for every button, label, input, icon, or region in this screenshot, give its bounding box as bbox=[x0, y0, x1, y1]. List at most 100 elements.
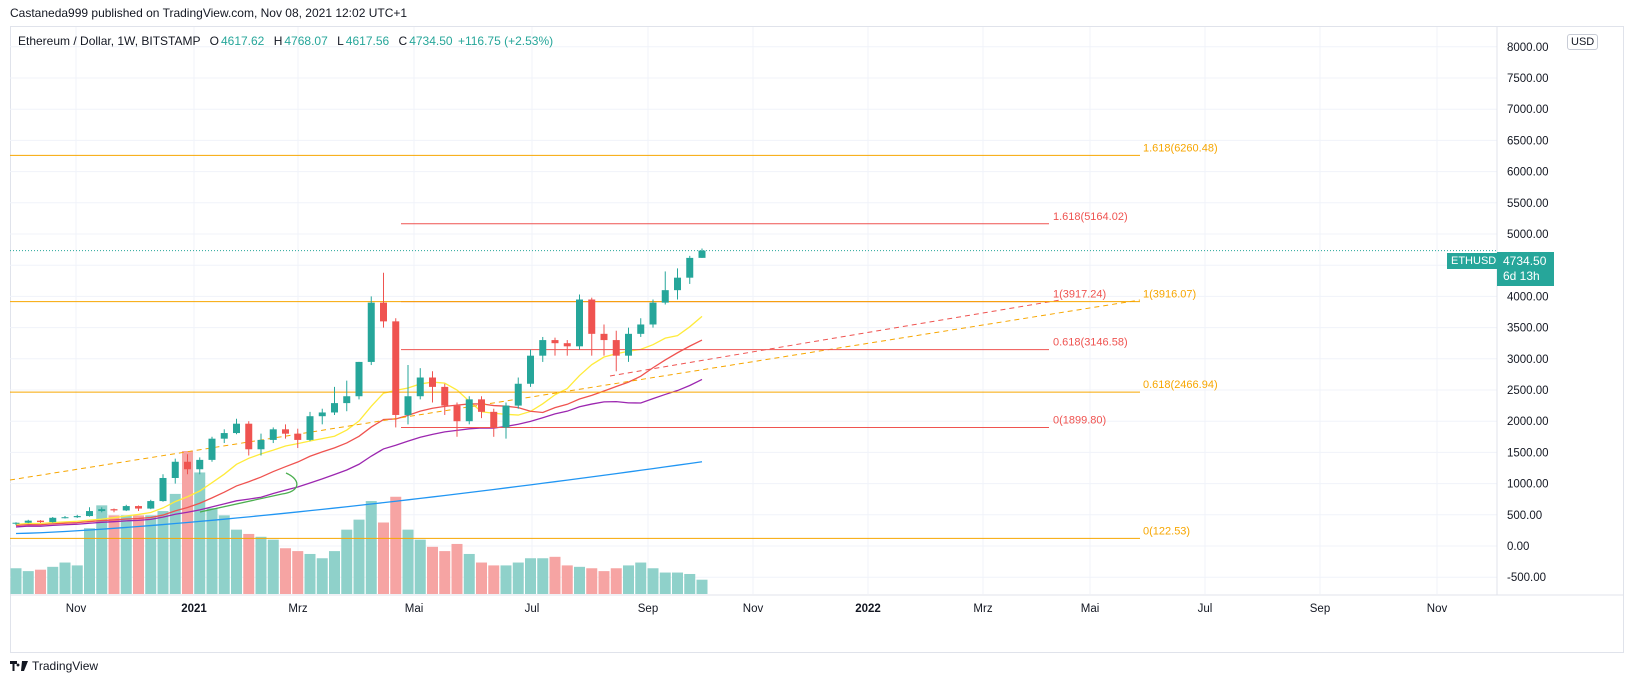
candle-body bbox=[453, 405, 461, 422]
ma-green-line bbox=[199, 472, 298, 513]
candle-body bbox=[257, 439, 265, 450]
x-tick-label: Sep bbox=[638, 603, 658, 615]
volume-bar bbox=[231, 529, 242, 594]
bar-countdown: 6d 13h bbox=[1503, 269, 1540, 283]
candle-body bbox=[159, 477, 167, 502]
ma-yellow-line bbox=[15, 315, 703, 526]
volume-bar bbox=[22, 571, 34, 594]
candle-body bbox=[478, 399, 485, 412]
candle-body bbox=[612, 340, 620, 356]
last-price-value: 4734.50 bbox=[1503, 254, 1547, 268]
candle-body bbox=[490, 411, 498, 428]
candle-body bbox=[698, 250, 706, 258]
volume-bar bbox=[610, 568, 622, 594]
candle-body bbox=[61, 517, 69, 519]
candle-body bbox=[122, 506, 130, 511]
legend-symbol: Ethereum / Dollar, 1W, BITSTAMP bbox=[18, 34, 201, 48]
volume-bar bbox=[537, 558, 549, 594]
candle-body bbox=[649, 302, 657, 325]
candle-body bbox=[73, 516, 81, 518]
fib-level-label: 0(1899.80) bbox=[1053, 414, 1106, 426]
candle-body bbox=[269, 429, 277, 440]
x-tick-label: Mrz bbox=[288, 603, 307, 615]
candle-body bbox=[147, 501, 155, 509]
y-tick-label: -500.00 bbox=[1507, 572, 1546, 584]
fib-level-label: 0.618(2466.94) bbox=[1143, 379, 1218, 391]
fib-level-label: 1.618(5164.02) bbox=[1053, 211, 1128, 223]
candle-body bbox=[416, 377, 424, 397]
volume-bar bbox=[84, 528, 95, 594]
fib-level-label: 1(3917.24) bbox=[1053, 289, 1106, 301]
candle-body bbox=[37, 520, 44, 523]
y-tick-label: 6500.00 bbox=[1507, 135, 1549, 147]
candle-body bbox=[429, 377, 436, 387]
y-tick-label: 500.00 bbox=[1507, 510, 1542, 522]
y-tick-label: 2000.00 bbox=[1507, 416, 1549, 428]
volume-bar bbox=[316, 558, 328, 594]
volume-bar bbox=[451, 543, 463, 594]
y-tick-label: 7500.00 bbox=[1507, 73, 1549, 85]
candle-body bbox=[233, 423, 240, 434]
footer[interactable]: TradingView bbox=[10, 659, 98, 673]
volume-bar bbox=[623, 565, 634, 594]
fib-level-label: 1(3916.07) bbox=[1143, 289, 1196, 301]
candle-body bbox=[49, 517, 57, 523]
y-tick-label: 8000.00 bbox=[1507, 42, 1549, 54]
volume-bar bbox=[463, 553, 475, 594]
volume-bar bbox=[280, 548, 291, 594]
volume-bar bbox=[218, 515, 230, 594]
fib-level-label: 0.618(3146.58) bbox=[1053, 337, 1128, 349]
x-tick-label: Mai bbox=[1081, 603, 1100, 615]
volume-bar bbox=[549, 556, 561, 594]
volume-bar bbox=[206, 508, 218, 594]
candle-body bbox=[380, 302, 387, 322]
x-tick-label: Sep bbox=[1310, 603, 1330, 615]
candle-body bbox=[514, 383, 522, 406]
volume-bar bbox=[476, 562, 487, 594]
volume-bar bbox=[35, 569, 46, 594]
volume-bar bbox=[365, 501, 377, 594]
candle-body bbox=[441, 386, 449, 406]
ma-red-line bbox=[15, 339, 703, 527]
volume-bar bbox=[414, 539, 426, 594]
volume-bar bbox=[635, 562, 647, 594]
candle-body bbox=[135, 506, 142, 509]
candle-body bbox=[465, 399, 473, 422]
volume-bar bbox=[169, 493, 181, 594]
candle-body bbox=[392, 321, 400, 415]
y-tick-label: 3000.00 bbox=[1507, 354, 1549, 366]
volume-bar bbox=[647, 568, 659, 594]
volume-bar bbox=[561, 565, 573, 594]
candle-body bbox=[110, 509, 118, 511]
candle-body bbox=[539, 340, 547, 356]
chart-legend: Ethereum / Dollar, 1W, BITSTAMP O 4617.62… bbox=[18, 34, 553, 48]
candle-body bbox=[551, 340, 559, 344]
x-tick-label: 2021 bbox=[181, 603, 207, 615]
volume-bar bbox=[71, 565, 83, 594]
ma-blue-line bbox=[15, 461, 703, 535]
currency-button[interactable]: USD bbox=[1567, 34, 1599, 50]
published-line: Castaneda999 published on TradingView.co… bbox=[10, 6, 408, 20]
candle-body bbox=[588, 299, 596, 334]
volume-bar bbox=[574, 566, 585, 594]
candle-body bbox=[98, 509, 106, 512]
legend-low-key: L bbox=[337, 34, 344, 48]
candle-body bbox=[502, 405, 510, 428]
candle-body bbox=[527, 355, 534, 384]
legend-high-key: H bbox=[273, 34, 283, 48]
volume-bar bbox=[512, 562, 524, 594]
legend-change: +116.75 (+2.53%) bbox=[457, 34, 554, 48]
candle-body bbox=[637, 324, 645, 334]
volume-bar bbox=[696, 579, 708, 594]
symbol-tag: ETHUSD bbox=[1447, 253, 1501, 269]
volume-bar bbox=[329, 551, 340, 594]
candle-body bbox=[343, 396, 351, 404]
volume-bar bbox=[525, 558, 536, 594]
y-tick-label: 2500.00 bbox=[1507, 385, 1549, 397]
candle-body bbox=[625, 333, 632, 356]
candle-body bbox=[294, 433, 302, 440]
volume-bar bbox=[390, 496, 402, 594]
candle-body bbox=[184, 461, 191, 470]
candle-body bbox=[355, 361, 363, 397]
